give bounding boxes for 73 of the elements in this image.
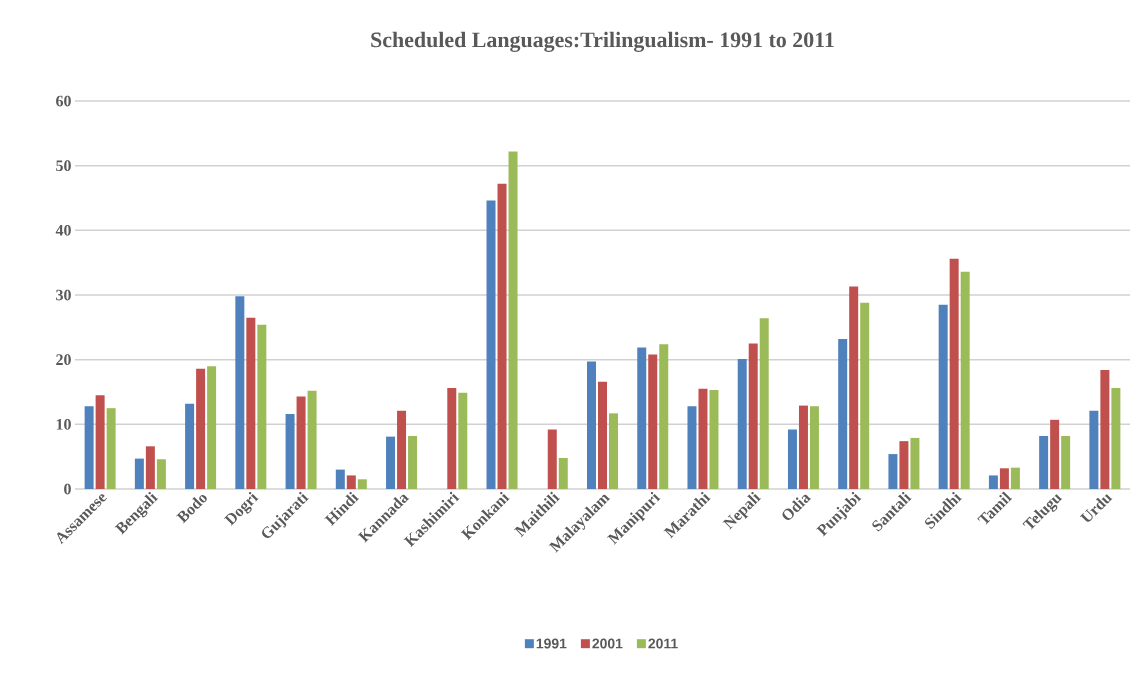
y-tick-label: 10 bbox=[56, 418, 71, 430]
bar bbox=[759, 318, 769, 489]
bar bbox=[386, 436, 396, 489]
bar bbox=[95, 395, 105, 489]
bar bbox=[809, 406, 819, 489]
chart-title: Scheduled Languages:Trilingualism- 1991 to 2011 bbox=[371, 31, 834, 52]
bar bbox=[1061, 435, 1071, 489]
bar bbox=[296, 396, 306, 489]
bar bbox=[196, 368, 206, 489]
bar bbox=[938, 304, 948, 489]
y-tick-label: 30 bbox=[56, 289, 71, 301]
bar bbox=[910, 437, 920, 489]
bar bbox=[235, 296, 245, 489]
bar bbox=[960, 271, 970, 489]
bar bbox=[899, 441, 909, 489]
bar bbox=[659, 344, 669, 489]
bar bbox=[1089, 410, 1099, 489]
bar bbox=[737, 359, 747, 489]
bar bbox=[447, 388, 457, 489]
bar bbox=[999, 468, 1009, 489]
bar bbox=[156, 459, 166, 489]
bar bbox=[587, 361, 596, 489]
bar bbox=[145, 446, 155, 489]
bar bbox=[335, 469, 345, 489]
bar bbox=[637, 347, 647, 489]
bar bbox=[748, 343, 758, 489]
bar bbox=[547, 429, 557, 489]
bar bbox=[849, 286, 859, 489]
x-tick-label: Odia bbox=[782, 494, 812, 520]
y-tick-label: 0 bbox=[64, 483, 71, 495]
bar bbox=[860, 302, 870, 489]
bar bbox=[185, 403, 195, 489]
bar bbox=[134, 458, 144, 489]
y-tick-label: 50 bbox=[56, 160, 71, 172]
bar bbox=[888, 454, 898, 489]
bar bbox=[709, 390, 719, 489]
bar bbox=[838, 338, 848, 489]
bar bbox=[106, 408, 116, 489]
bar bbox=[285, 413, 295, 489]
bar bbox=[798, 405, 808, 489]
bar bbox=[497, 183, 507, 489]
bar bbox=[346, 475, 356, 489]
bar bbox=[609, 413, 618, 489]
bar bbox=[1010, 467, 1020, 489]
bar bbox=[307, 390, 317, 489]
bar bbox=[357, 479, 367, 489]
y-tick-label: 40 bbox=[55, 224, 71, 236]
bar bbox=[988, 475, 998, 489]
bar bbox=[949, 258, 959, 489]
bar bbox=[246, 317, 256, 489]
y-tick-label: 60 bbox=[56, 95, 71, 107]
bar bbox=[1111, 388, 1121, 489]
bar bbox=[1039, 435, 1049, 489]
bar bbox=[408, 435, 418, 489]
y-tick-label: 20 bbox=[56, 354, 71, 366]
bar bbox=[207, 366, 217, 489]
bar bbox=[458, 392, 468, 489]
bar bbox=[698, 388, 708, 489]
bar bbox=[787, 429, 797, 489]
legend-label: 2011 bbox=[648, 638, 678, 649]
bar bbox=[508, 151, 518, 489]
bar bbox=[598, 381, 607, 489]
legend-label: 1991 bbox=[536, 638, 567, 649]
bar bbox=[1100, 370, 1110, 489]
bar bbox=[1050, 419, 1060, 489]
bar bbox=[397, 410, 407, 489]
bar bbox=[257, 324, 267, 489]
bar bbox=[648, 354, 658, 489]
bar bbox=[558, 457, 568, 489]
legend-label: 2001 bbox=[592, 638, 623, 649]
bar bbox=[687, 406, 697, 489]
bar bbox=[486, 200, 496, 489]
bar bbox=[84, 406, 94, 489]
